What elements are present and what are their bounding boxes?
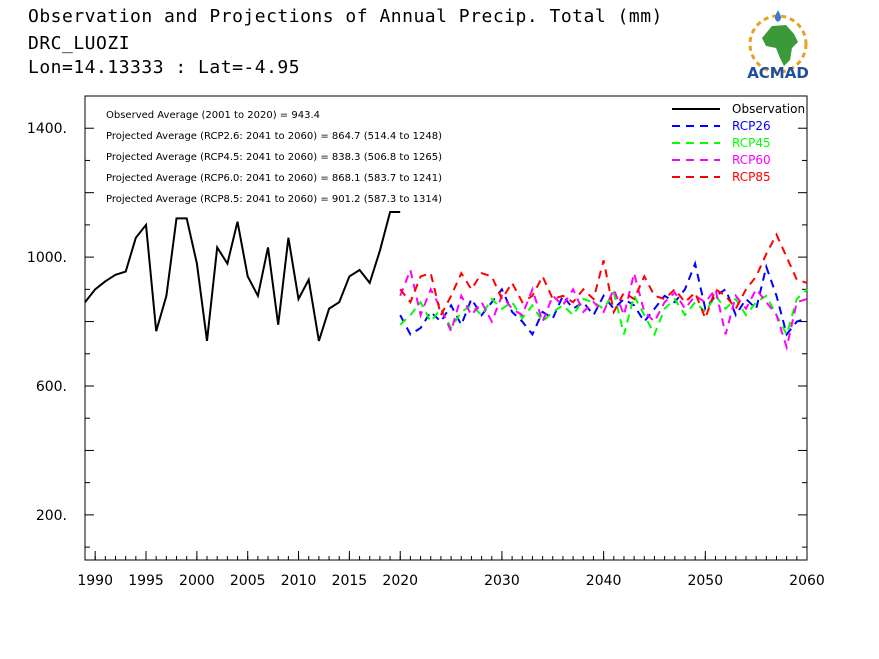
y-tick-label: 1000. — [27, 250, 67, 266]
acmad-logo-text: ACMAD — [747, 64, 809, 82]
legend-label: RCP60 — [732, 153, 771, 167]
station-name: DRC_LUOZI — [28, 33, 131, 54]
x-tick-label: 2015 — [332, 573, 368, 589]
average-annotation: Projected Average (RCP8.5: 2041 to 2060)… — [106, 194, 442, 205]
x-tick-label: 2020 — [382, 573, 418, 589]
plot-frame — [84, 95, 808, 561]
y-tick-label: 1400. — [27, 121, 67, 137]
series-line-rcp85 — [399, 232, 808, 322]
y-tick-label: 600. — [36, 379, 67, 395]
legend-label: RCP85 — [732, 170, 771, 184]
legend-label: RCP45 — [732, 136, 771, 150]
x-tick-label: 2060 — [789, 573, 825, 589]
x-tick-label: 2000 — [179, 573, 215, 589]
legend-label: Observation — [732, 102, 805, 116]
series-line-observation — [84, 211, 401, 342]
x-tick-label: 1995 — [128, 573, 164, 589]
legend-label: RCP26 — [732, 119, 771, 133]
average-annotation: Projected Average (RCP4.5: 2041 to 2060)… — [106, 152, 442, 163]
chart-title: Observation and Projections of Annual Pr… — [28, 6, 663, 27]
coordinates-label: Lon=14.13333 : Lat=-4.95 — [28, 57, 301, 78]
average-annotation: Observed Average (2001 to 2020) = 943.4 — [106, 110, 320, 121]
x-tick-label: 2005 — [230, 573, 266, 589]
acmad-logo-icon — [748, 10, 808, 74]
average-annotation: Projected Average (RCP6.0: 2041 to 2060)… — [106, 173, 442, 184]
series-line-rcp60 — [399, 266, 808, 352]
average-annotation: Projected Average (RCP2.6: 2041 to 2060)… — [106, 131, 442, 142]
x-tick-label: 2030 — [484, 573, 520, 589]
x-tick-label: 2050 — [687, 573, 723, 589]
x-tick-label: 1990 — [77, 573, 113, 589]
x-tick-label: 2010 — [281, 573, 317, 589]
x-tick-label: 2040 — [586, 573, 622, 589]
y-tick-label: 200. — [36, 508, 67, 524]
